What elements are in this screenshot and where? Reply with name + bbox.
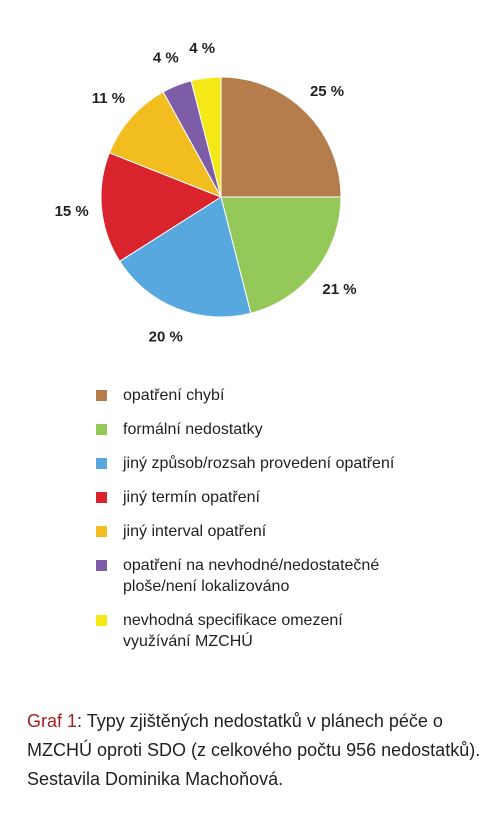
figure-caption: Graf 1: Typy zjištěných nedostatků v plá…: [27, 707, 487, 794]
pie-data-label: 21 %: [322, 281, 356, 298]
legend-item: jiný interval opatření: [96, 521, 486, 542]
legend-swatch: [96, 458, 107, 469]
legend-swatch: [96, 492, 107, 503]
pie-slice: [190, 76, 222, 198]
legend-swatch: [96, 390, 107, 401]
legend-label: opatření na nevhodné/nedostatečné ploše/…: [123, 557, 380, 595]
pie-data-label: 25 %: [310, 83, 344, 100]
pie-slices: [100, 76, 342, 318]
pie-slice: [220, 76, 342, 198]
legend-swatch: [96, 560, 107, 571]
caption-text: : Typy zjištěných nedostatků v plánech p…: [27, 711, 481, 789]
legend-label: jiný termín opatření: [123, 489, 260, 506]
legend-item: opatření chybí: [96, 385, 486, 406]
pie-slice: [108, 91, 223, 198]
legend-item: formální nedostatky: [96, 419, 486, 440]
legend: opatření chybí formální nedostatky jiný …: [96, 385, 486, 665]
legend-item: opatření na nevhodné/nedostatečné ploše/…: [96, 555, 486, 597]
pie-slice: [100, 152, 223, 262]
legend-label: nevhodná specifikace omezení využívání M…: [123, 612, 343, 650]
caption-prefix: Graf 1: [27, 711, 78, 731]
legend-swatch: [96, 615, 107, 626]
pie-data-label: 4 %: [153, 50, 179, 67]
pie-data-label: 4 %: [189, 40, 215, 57]
pie-data-label: 15 %: [55, 203, 89, 220]
pie-data-labels: 25 % 21 % 20 % 15 % 11 % 4 % 4 %: [55, 40, 357, 345]
legend-label: opatření chybí: [123, 387, 225, 404]
legend-label: jiný způsob/rozsah provedení opatření: [123, 455, 395, 472]
legend-item: jiný způsob/rozsah provedení opatření: [96, 453, 486, 474]
pie-data-label: 20 %: [149, 328, 183, 345]
legend-item: jiný termín opatření: [96, 487, 486, 508]
legend-swatch: [96, 526, 107, 537]
pie-chart: 25 % 21 % 20 % 15 % 11 % 4 % 4 %: [55, 40, 357, 345]
legend-swatch: [96, 424, 107, 435]
legend-label: formální nedostatky: [123, 421, 263, 438]
legend-item: nevhodná specifikace omezení využívání M…: [96, 610, 486, 652]
pie-slice: [220, 196, 342, 314]
legend-label: jiný interval opatření: [123, 523, 267, 540]
pie-data-label: 11 %: [92, 90, 125, 107]
pie-slice: [118, 196, 252, 318]
